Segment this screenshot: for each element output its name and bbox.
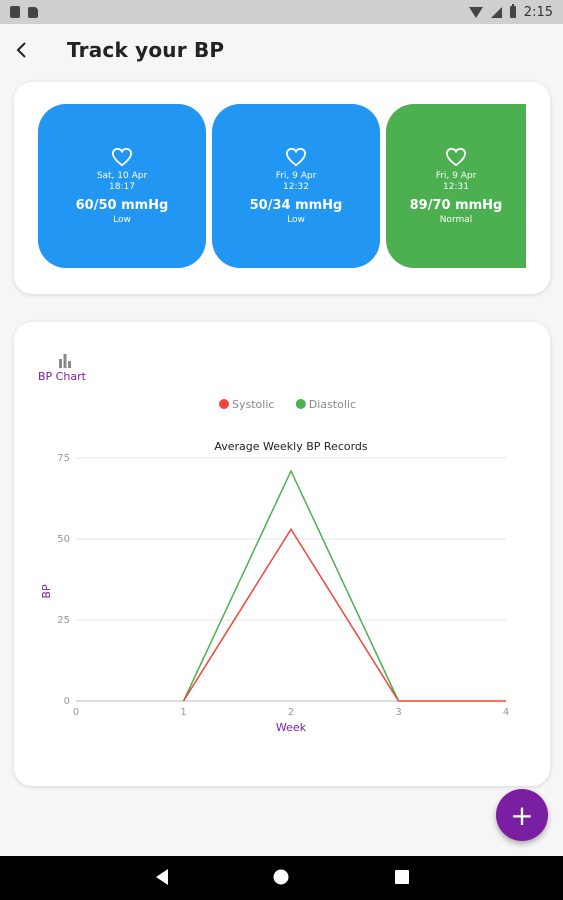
heart-icon [445,147,467,166]
sd-card-icon [28,6,38,18]
readings-list[interactable]: Sat, 10 Apr 18:17 60/50 mmHg Low Fri, 9 … [38,104,526,268]
bar-chart-icon [59,354,71,368]
bp-line-chart: Systolic Diastolic Average Weekly BP Recor… [40,398,509,734]
reading-tile[interactable]: Sat, 10 Apr 18:17 60/50 mmHg Low [38,104,206,268]
status-left-icons [10,6,38,18]
reading-status: Normal [439,214,473,225]
x-tick-label: 3 [395,707,401,718]
status-bar: 2:15 [0,0,563,24]
reading-status: Low [287,214,305,225]
reading-status: Low [113,214,131,225]
x-tick-label: 0 [73,707,79,718]
x-axis-label: Week [276,721,307,734]
reading-value: 50/34 mmHg [249,197,343,213]
y-tick-label: 0 [64,696,70,707]
add-icon: + [510,798,534,832]
y-tick-label: 25 [57,615,70,626]
x-tick-label: 1 [180,707,186,718]
reading-time: 12:31 [443,181,469,192]
back-button[interactable] [0,28,44,72]
page-title: Track your BP [67,38,225,62]
battery-icon [509,4,516,18]
x-tick-label: 2 [288,707,294,718]
heart-icon [111,147,133,166]
y-tick-label: 75 [57,453,70,464]
reading-tile[interactable]: Fri, 9 Apr 12:32 50/34 mmHg Low [212,104,380,268]
chart-section-label: BP Chart [38,370,86,383]
reading-date: Fri, 9 Apr [435,170,477,181]
status-right-icons: 2:15 [468,4,553,20]
reading-date: Fri, 9 Apr [275,170,317,181]
y-tick-label: 50 [57,534,70,545]
chart-card: BP Chart Systolic Diastolic Average Weekly… [14,322,550,786]
series-line-diastolic [182,469,400,702]
photo-notification-icon [10,6,20,18]
legend-marker [295,399,306,409]
status-time: 2:15 [523,4,553,20]
legend-label: Diastolic [309,398,356,411]
reading-time: 18:17 [109,181,135,192]
reading-date: Sat, 10 Apr [96,170,148,181]
readings-card[interactable]: Sat, 10 Apr 18:17 60/50 mmHg Low Fri, 9 … [14,82,550,294]
home-nav-icon[interactable] [272,868,290,886]
series-line-systolic [182,527,506,702]
y-axis-label: BP [40,584,53,599]
cell-signal-icon [490,6,502,18]
legend-label: Systolic [232,398,274,411]
reading-value: 60/50 mmHg [75,197,169,213]
reading-time: 12:32 [283,181,309,192]
app-bar: Track your BP [0,24,563,76]
system-nav-bar [0,856,563,900]
recents-nav-icon[interactable] [394,869,410,885]
x-tick-label: 4 [503,707,509,718]
reading-value: 89/70 mmHg [409,197,503,213]
chart-title: Average Weekly BP Records [214,440,368,453]
reading-tile[interactable]: Fri, 9 Apr 12:31 89/70 mmHg Normal [386,104,526,268]
heart-icon [285,147,307,166]
add-reading-button[interactable]: + [496,789,548,841]
wifi-icon [468,6,483,18]
back-arrow-icon [16,42,26,58]
back-nav-icon[interactable] [154,868,170,886]
legend-marker [219,399,229,409]
